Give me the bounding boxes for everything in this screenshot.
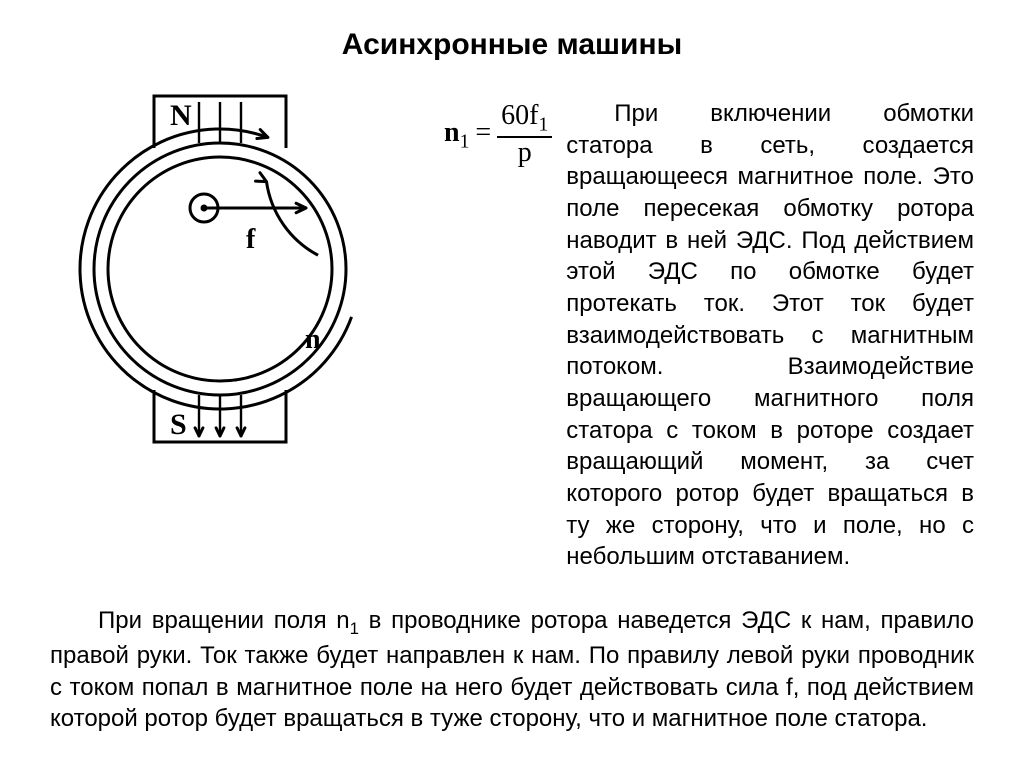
bottom-paragraph: При вращении поля n1 в проводнике ротора… (50, 605, 974, 735)
bottom-sub: 1 (350, 619, 359, 638)
diagram-region: N Sf n (50, 74, 430, 459)
motor-diagram: N Sf n (50, 74, 430, 454)
svg-text:N: N (170, 99, 192, 132)
bottom-pre: При вращении поля n (98, 607, 350, 634)
top-row: N Sf n n1=60f1p При включении обмотки стат… (50, 74, 974, 597)
svg-text:S: S (170, 408, 187, 441)
svg-text:f: f (246, 224, 256, 255)
formula-block: n1=60f1p (444, 74, 552, 167)
svg-text:n: n (305, 324, 321, 355)
side-paragraph: При включении обмотки статора в сеть, со… (566, 98, 974, 573)
page-title: Асинхронные машины (50, 28, 974, 62)
